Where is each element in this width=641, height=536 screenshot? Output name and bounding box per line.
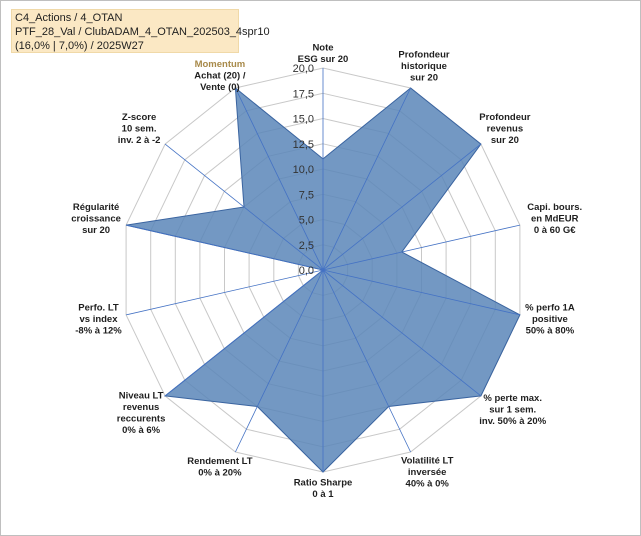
info-line-1: C4_Actions / 4_OTAN	[15, 12, 123, 24]
axis-spoke	[322, 269, 482, 397]
axis-label: reccurents	[117, 414, 166, 425]
axis-label: revenus	[487, 123, 523, 134]
axis-label: 0% à 20%	[198, 467, 242, 478]
axis-label: 40% à 0%	[406, 478, 450, 489]
axis-label: 0 à 1	[312, 489, 334, 500]
axis-label: Ratio Sharpe	[294, 478, 353, 489]
r-tick-label: 17,5	[293, 88, 314, 100]
axis-spoke	[322, 269, 520, 316]
axis-spoke	[322, 269, 411, 453]
axis-label: Niveau LT	[119, 391, 164, 402]
axis-label: positive	[532, 314, 568, 325]
axis-spoke	[322, 143, 482, 271]
axis-spoke	[164, 269, 324, 397]
axis-spoke	[235, 269, 324, 453]
axis-label: Z-score	[122, 112, 156, 123]
axis-label: inversée	[408, 467, 447, 478]
axis-label: inv. 50% à 20%	[479, 416, 546, 427]
axis-label: ESG sur 20	[298, 54, 349, 65]
axis-label: Profondeur	[479, 112, 530, 123]
axis-label: croissance	[71, 214, 121, 225]
axis-label: Note	[312, 43, 333, 54]
axis-label: % perte max.	[483, 393, 542, 404]
r-tick-label: 12,5	[293, 139, 314, 151]
axis-label: Vente (0)	[200, 82, 240, 93]
r-tick-label: 7,5	[299, 189, 314, 201]
axis-label: sur 1 sem.	[489, 404, 536, 415]
axis-label: Profondeur	[398, 49, 449, 60]
axis-label: en MdEUR	[531, 214, 579, 225]
axis-spoke	[235, 87, 324, 271]
axis-label: Perfo. LT	[78, 303, 119, 314]
axis-spoke	[126, 269, 324, 316]
axis-label: vs index	[79, 314, 118, 325]
axis-label: sur 20	[491, 135, 519, 146]
axis-label: 0 à 60 G€	[534, 225, 576, 236]
axis-label: sur 20	[410, 72, 438, 83]
r-tick-label: 15,0	[293, 114, 314, 126]
axis-label: 0% à 6%	[122, 425, 161, 436]
axis-spoke	[322, 224, 520, 271]
r-tick-label: 20,0	[293, 63, 314, 75]
axis-label: -8% à 12%	[75, 326, 122, 337]
axis-label: sur 20	[82, 225, 110, 236]
info-line-3: (16,0% | 7,0%) / 2025W27	[15, 40, 144, 52]
axis-label: Achat (20) /	[194, 70, 246, 81]
axis-label: Régularité	[73, 202, 119, 213]
axis-label: Volatilité LT	[401, 455, 454, 466]
info-line-2: PTF_28_Val / ClubADAM_4_OTAN_202503_4spr…	[15, 26, 270, 38]
r-tick-label: 0,0	[299, 265, 314, 277]
axis-spoke	[164, 143, 324, 271]
axis-spoke	[126, 224, 324, 271]
axis-label: historique	[401, 61, 447, 72]
axis-label: revenus	[123, 402, 159, 413]
axis-spoke	[322, 87, 411, 271]
r-tick-label: 10,0	[293, 164, 314, 176]
axis-label: 10 sem.	[122, 123, 157, 134]
portfolio-info-box: C4_Actions / 4_OTAN PTF_28_Val / ClubADA…	[11, 9, 270, 53]
r-tick-label: 5,0	[299, 215, 314, 227]
axis-label: 50% à 80%	[526, 326, 575, 337]
axis-label: inv. 2 à -2	[118, 135, 161, 146]
axis-label: Capi. bours.	[527, 202, 582, 213]
axis-label: Rendement LT	[187, 456, 252, 467]
axis-label: % perfo 1A	[525, 303, 575, 314]
r-tick-label: 2,5	[299, 240, 314, 252]
momentum-label: Momentum	[195, 59, 246, 70]
